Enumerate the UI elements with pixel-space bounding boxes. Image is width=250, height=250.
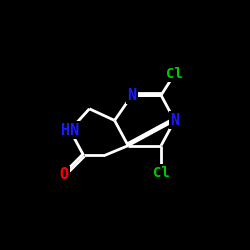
Text: O: O [60, 167, 69, 182]
Text: N: N [128, 88, 136, 103]
Text: Cl: Cl [153, 166, 170, 180]
Text: Cl: Cl [166, 67, 183, 81]
Text: HN: HN [61, 123, 79, 138]
Text: N: N [170, 113, 179, 128]
